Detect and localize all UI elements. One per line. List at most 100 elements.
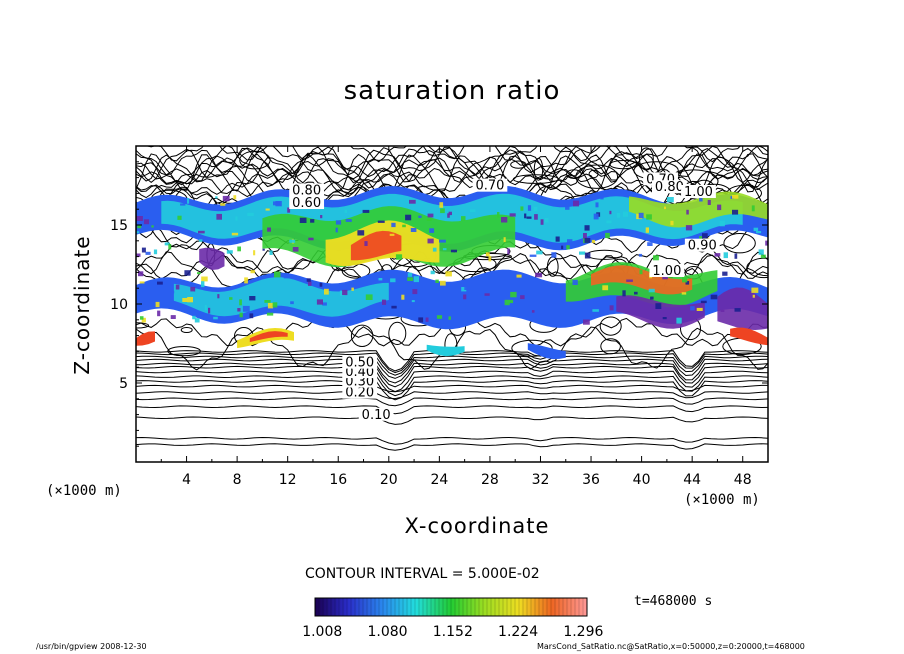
saturation-speckle <box>401 294 405 300</box>
saturation-speckle <box>622 290 626 297</box>
saturation-speckle <box>237 308 241 312</box>
saturation-speckle <box>666 197 674 203</box>
contour-label: 0.40 <box>345 365 374 380</box>
saturation-speckle <box>696 307 703 311</box>
contour-line <box>136 358 768 379</box>
x-tick-label: 28 <box>481 472 499 488</box>
saturation-speckle <box>463 294 467 300</box>
saturation-speckle <box>529 254 537 257</box>
saturation-speckle <box>299 217 307 223</box>
saturation-speckle <box>719 220 725 227</box>
saturation-speckle <box>507 248 510 255</box>
saturation-speckle <box>544 217 549 223</box>
saturation-speckle <box>427 238 434 244</box>
saturation-speckle <box>561 245 564 250</box>
saturation-speckle <box>732 209 739 215</box>
saturation-speckle <box>407 277 414 281</box>
contour-label: 0.80 <box>655 180 684 195</box>
saturation-speckle <box>267 227 271 232</box>
contour-label-bg <box>289 196 325 210</box>
contour-label-bg <box>358 407 394 421</box>
saturation-speckle <box>253 250 256 256</box>
saturation-speckle <box>429 228 435 233</box>
contour-label: 0.10 <box>362 408 391 423</box>
saturation-speckle <box>583 319 590 325</box>
saturation-speckle <box>765 240 768 246</box>
contour-label-bg <box>289 183 325 197</box>
contour-line <box>145 146 768 163</box>
saturation-speckle <box>439 202 444 208</box>
saturation-speckle <box>448 316 451 320</box>
contour-loop <box>723 233 756 254</box>
saturation-speckle <box>391 222 396 228</box>
saturation-speckle <box>756 231 762 234</box>
saturation-region <box>199 247 225 270</box>
saturation-speckle <box>551 252 557 258</box>
saturation-speckle <box>364 241 368 246</box>
saturation-speckle <box>645 227 649 233</box>
saturation-speckle <box>440 208 445 214</box>
saturation-speckle <box>623 211 628 217</box>
contour-label: 0.20 <box>345 386 374 401</box>
saturation-speckle <box>308 281 312 286</box>
saturation-speckle <box>445 271 452 277</box>
saturation-speckle <box>266 312 274 316</box>
saturation-speckle <box>182 298 188 302</box>
saturation-speckle <box>700 300 707 304</box>
contour-line <box>136 397 768 407</box>
saturation-speckle <box>418 215 422 218</box>
saturation-speckle <box>584 225 590 231</box>
contour-label-bg <box>649 263 685 277</box>
saturation-speckle <box>292 247 299 252</box>
saturation-speckle <box>520 295 525 300</box>
saturation-speckle <box>170 315 176 319</box>
saturation-region <box>717 287 768 330</box>
saturation-speckle <box>600 194 604 200</box>
contour-label-bg <box>342 355 378 369</box>
contour-label: 0.90 <box>688 239 717 254</box>
y-tick-label: 10 <box>110 297 128 313</box>
saturation-speckle <box>535 272 543 278</box>
saturation-speckle <box>685 281 690 285</box>
saturation-speckle <box>273 201 280 206</box>
contour-line <box>136 384 768 393</box>
saturation-speckle <box>264 300 271 303</box>
contour-loop <box>599 316 622 336</box>
saturation-speckle <box>425 317 429 322</box>
saturation-speckle <box>670 220 674 226</box>
saturation-speckle <box>308 237 314 241</box>
saturation-speckle <box>536 250 543 255</box>
x-axis-label: X-coordinate <box>404 514 550 538</box>
saturation-speckle <box>217 294 220 299</box>
colorbar-tick-label: 1.080 <box>367 624 407 640</box>
saturation-speckle <box>647 242 653 246</box>
saturation-speckle <box>503 237 506 243</box>
contour-loop <box>575 164 619 189</box>
x-tick-label: 20 <box>380 472 398 488</box>
saturation-speckle <box>274 271 281 278</box>
saturation-speckle <box>591 239 596 243</box>
saturation-speckle <box>204 305 207 311</box>
saturation-speckle <box>272 302 278 308</box>
y-axis-label: Z-coordinate <box>70 235 94 375</box>
saturation-speckle <box>639 269 643 275</box>
x-tick-label: 24 <box>430 472 448 488</box>
x-tick-label: 12 <box>279 472 297 488</box>
saturation-speckle <box>732 195 739 199</box>
saturation-speckle <box>609 210 612 215</box>
contour-label-bg <box>652 180 687 194</box>
saturation-speckle <box>411 300 415 303</box>
saturation-speckle <box>143 219 150 225</box>
contour-loop <box>566 169 582 180</box>
contour-line <box>136 146 768 176</box>
saturation-speckle <box>534 214 538 220</box>
saturation-region <box>249 331 288 343</box>
contour-loop <box>639 147 654 171</box>
x-tick-label: 32 <box>532 472 550 488</box>
x-tick-label: 48 <box>734 472 752 488</box>
saturation-region <box>730 327 768 346</box>
saturation-speckle <box>262 248 265 251</box>
saturation-speckle <box>289 239 296 243</box>
saturation-speckle <box>169 290 175 294</box>
saturation-speckle <box>435 279 439 283</box>
